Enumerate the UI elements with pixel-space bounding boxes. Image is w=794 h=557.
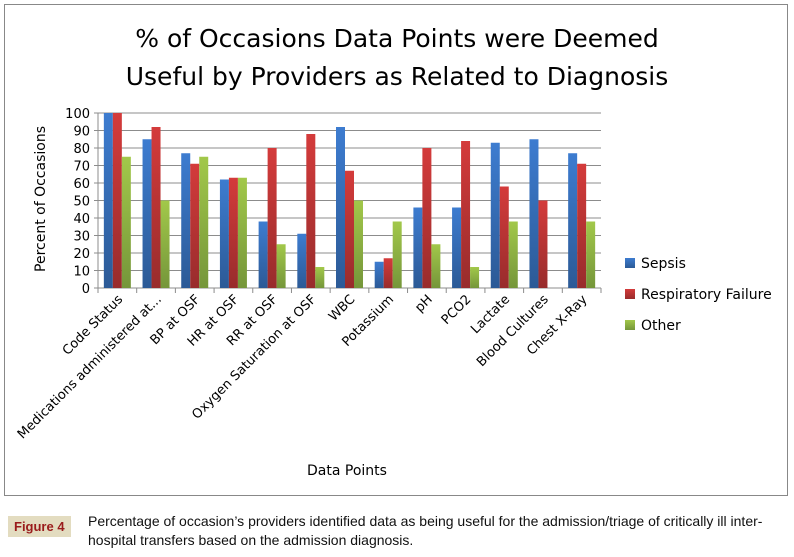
chart-frame: % of Occasions Data Points were Deemed U… xyxy=(4,4,788,496)
y-tick-label: 80 xyxy=(73,142,90,157)
bar-sepsis xyxy=(413,207,423,288)
bar-respiratory-failure xyxy=(461,141,471,288)
bar-respiratory-failure xyxy=(112,113,122,288)
y-axis-label: Percent of Occasions xyxy=(33,126,49,272)
x-tick-label: WBC xyxy=(326,292,358,324)
bar-other xyxy=(160,200,170,288)
bar-other xyxy=(237,177,247,288)
bar-other xyxy=(121,156,131,288)
bar-other xyxy=(315,267,325,288)
bar-other xyxy=(508,221,518,288)
y-tick-label: 30 xyxy=(73,230,90,245)
bar-chart: % of Occasions Data Points were Deemed U… xyxy=(15,24,772,479)
legend: Sepsis Respiratory Failure Other xyxy=(625,256,772,334)
bar-other xyxy=(392,221,402,288)
y-tick-label: 50 xyxy=(73,195,90,210)
bar-sepsis xyxy=(374,261,384,288)
bar-respiratory-failure xyxy=(499,186,509,288)
legend-label: Sepsis xyxy=(641,256,686,272)
bar-sepsis xyxy=(568,153,578,288)
bar-other xyxy=(276,244,286,288)
bar-respiratory-failure xyxy=(267,148,277,288)
y-tick-label: 10 xyxy=(73,265,90,280)
bar-respiratory-failure xyxy=(577,163,587,288)
bar-sepsis xyxy=(297,233,307,288)
y-tick-label: 70 xyxy=(73,160,90,175)
bar-sepsis xyxy=(490,142,500,288)
legend-label: Respiratory Failure xyxy=(641,287,772,303)
y-tick-labels: 0 10 20 30 40 50 60 70 80 90 100 xyxy=(65,107,90,297)
legend-swatch xyxy=(625,289,635,299)
bar-other xyxy=(431,244,441,288)
y-tick-label: 100 xyxy=(65,107,90,122)
bar-sepsis xyxy=(181,153,191,288)
figure-label: Figure 4 xyxy=(8,516,71,537)
bar-respiratory-failure xyxy=(538,200,548,288)
bar-other xyxy=(470,267,480,288)
bar-sepsis xyxy=(219,179,229,288)
x-tick-label: Medications administered at... xyxy=(15,292,165,442)
bar-other xyxy=(586,221,596,288)
bar-respiratory-failure xyxy=(422,148,432,288)
bar-respiratory-failure xyxy=(190,163,200,288)
caption-text: Percentage of occasion’s providers ident… xyxy=(88,513,763,548)
bar-sepsis xyxy=(336,127,345,288)
bar-sepsis xyxy=(103,113,113,288)
legend-swatch xyxy=(625,320,635,330)
bar-sepsis xyxy=(142,139,152,288)
y-tick-label: 0 xyxy=(82,282,90,297)
bar-sepsis xyxy=(452,207,462,288)
bar-respiratory-failure xyxy=(383,258,393,288)
bar-respiratory-failure xyxy=(345,170,354,288)
y-tick-label: 40 xyxy=(73,212,90,227)
y-tick-label: 20 xyxy=(73,247,90,262)
y-tick-label: 90 xyxy=(73,125,90,140)
chart-title-line-1: % of Occasions Data Points were Deemed xyxy=(135,24,659,53)
bar-respiratory-failure xyxy=(228,177,238,288)
bar-other xyxy=(354,200,363,288)
bar-sepsis xyxy=(529,139,539,288)
legend-swatch xyxy=(625,258,635,268)
x-tick-label: PCO2 xyxy=(439,292,475,328)
bar-respiratory-failure xyxy=(306,134,316,288)
bar-other xyxy=(199,156,209,288)
legend-label: Other xyxy=(641,318,681,334)
x-tick-label: pH xyxy=(412,292,435,315)
bar-sepsis xyxy=(258,221,268,288)
y-tick-label: 60 xyxy=(73,177,90,192)
x-axis-label: Data Points xyxy=(307,463,387,479)
bars xyxy=(103,113,596,288)
chart-title-line-2: Useful by Providers as Related to Diagno… xyxy=(126,62,669,91)
bar-respiratory-failure xyxy=(151,127,161,288)
